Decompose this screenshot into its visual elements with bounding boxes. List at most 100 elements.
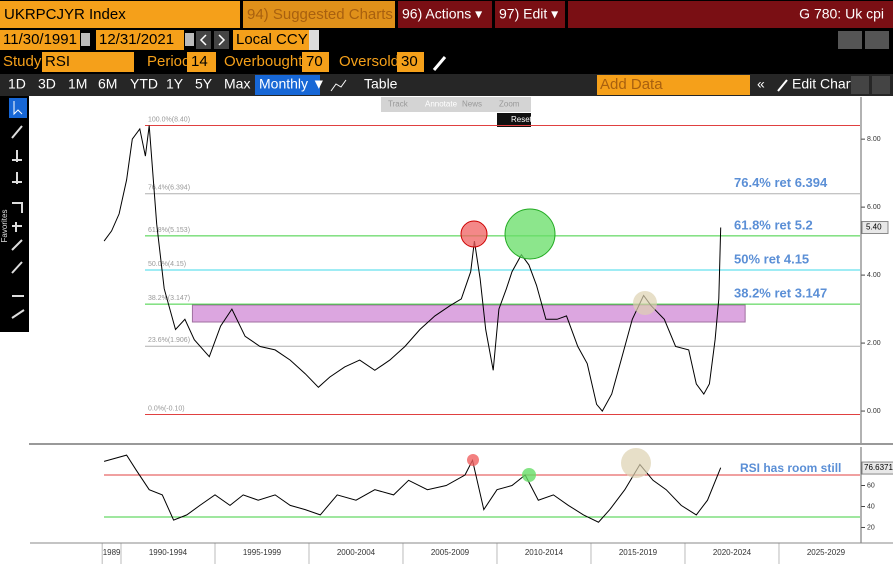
pencil-icon[interactable]: [432, 56, 447, 71]
currency-dropdown[interactable]: [309, 30, 319, 50]
tool-button[interactable]: News: [462, 100, 482, 109]
edit-icon: [777, 79, 788, 92]
last-value-box: [861, 461, 893, 475]
highlight-circle: [460, 220, 488, 248]
oversold-box[interactable]: [397, 52, 424, 72]
suggested-box[interactable]: [243, 1, 395, 28]
period-button[interactable]: YTD: [130, 76, 158, 92]
oversold: 30: [401, 53, 418, 70]
prev-icon: [199, 34, 207, 46]
calendar-icon[interactable]: [185, 33, 194, 46]
security-box[interactable]: [0, 1, 240, 28]
add-data-box[interactable]: [597, 75, 750, 95]
frequency-box[interactable]: [255, 75, 320, 95]
prev-button[interactable]: [196, 31, 211, 49]
calendar-icon[interactable]: [81, 33, 90, 46]
reset-box[interactable]: [497, 113, 531, 127]
tool-button[interactable]: Zoom: [499, 100, 520, 109]
period-button[interactable]: 6M: [98, 76, 117, 92]
start-date: 11/30/1991: [3, 31, 77, 48]
select-tool[interactable]: [9, 98, 27, 118]
reset: Reset: [511, 115, 533, 124]
oversold-label: Oversold: [339, 53, 399, 70]
grid-button[interactable]: [851, 76, 869, 94]
period-button[interactable]: 1M: [68, 76, 87, 92]
security: UKRPCJYR Index: [4, 6, 126, 23]
y-tick-label: 4.00: [867, 272, 881, 279]
end-date: 12/31/2021: [99, 31, 174, 48]
x-tick-label: 2000-2004: [337, 548, 376, 557]
edit-chart[interactable]: Edit Chart: [792, 76, 854, 92]
period: 14: [191, 53, 208, 70]
add-data: Add Data: [600, 76, 663, 93]
overbought-label: Overbought: [224, 53, 303, 70]
chart-area: [29, 96, 893, 564]
function: G 780: Uk cpi: [799, 6, 884, 22]
x-tick-label: 2025-2029: [807, 548, 846, 557]
left-blank: [0, 332, 29, 564]
overbought-box[interactable]: [302, 52, 329, 72]
end-date-box[interactable]: [96, 30, 184, 50]
plot: 0.00 2.00 4.00 6.00 8.00 100.0%(8.40) 76.4%(6.…: [30, 97, 893, 564]
period-box[interactable]: [187, 52, 216, 72]
fib-label: 61.8%(5.153): [148, 227, 190, 234]
x-tick-label: 2015-2019: [619, 548, 658, 557]
highlight-circle: [633, 291, 657, 315]
suggested: 94) Suggested Charts: [247, 6, 393, 23]
x-tick-label: 2010-2014: [525, 548, 564, 557]
favorites: Favorites: [0, 210, 9, 243]
fib-label: 38.2%(3.147): [148, 295, 190, 302]
period-label: Period: [147, 53, 190, 70]
fib-annotation: 50% ret 4.15: [734, 251, 809, 266]
tool-buttons: Track Annotate News Zoom: [388, 100, 520, 109]
table[interactable]: Table: [364, 76, 398, 92]
study-box[interactable]: [42, 52, 134, 72]
currency-box[interactable]: [233, 30, 309, 50]
last-value: 5.40: [866, 223, 882, 232]
rsi-annotation: RSI has room still: [740, 461, 841, 475]
collapse-icon[interactable]: «: [757, 76, 765, 92]
period-button[interactable]: 5Y: [195, 76, 213, 92]
edit-box[interactable]: [495, 1, 565, 28]
period-button[interactable]: Max: [224, 76, 250, 92]
y-tick-label: 0.00: [867, 408, 881, 415]
y-tick-label: 60: [867, 482, 875, 489]
last-value: 76.6371: [864, 463, 893, 472]
period-button[interactable]: 3D: [38, 76, 56, 92]
undo-button[interactable]: [838, 31, 862, 49]
period-button[interactable]: 1Y: [166, 76, 184, 92]
study-label: Study: [3, 53, 42, 70]
expand-button[interactable]: [872, 76, 890, 94]
fib-label: 50.0%(4.15): [148, 261, 186, 268]
chart-type-icon[interactable]: [330, 79, 347, 92]
fib-annotation: 76.4% ret 6.394: [734, 175, 828, 190]
tool-button[interactable]: Annotate: [425, 100, 458, 109]
y-tick-label: 8.00: [867, 136, 881, 143]
start-date-box[interactable]: [0, 30, 80, 50]
study-name: RSI: [45, 53, 70, 70]
tool-icons[interactable]: [11, 125, 25, 319]
currency: Local CCY: [236, 31, 308, 48]
y-tick-label: 20: [867, 524, 875, 531]
next-button[interactable]: [214, 31, 229, 49]
tool-button[interactable]: Track: [388, 100, 409, 109]
y-tick-label: 2.00: [867, 340, 881, 347]
actions-box[interactable]: [398, 1, 492, 28]
highlight-circle: [522, 468, 536, 482]
x-tick-label: 2020-2024: [713, 548, 752, 557]
y-tick-label: 6.00: [867, 204, 881, 211]
period-buttons: 1D 3D 1M 6M YTD 1Y 5Y Max: [8, 76, 250, 92]
last-value-box: [861, 221, 889, 235]
period-button[interactable]: 1D: [8, 76, 26, 92]
edit: 97) Edit ▾: [499, 6, 558, 22]
redo-button[interactable]: [865, 31, 889, 49]
x-tick-label: 1989: [103, 548, 121, 557]
fib-annotation: 38.2% ret 3.147: [734, 286, 827, 301]
fib-label: 0.0%(-0.10): [148, 405, 185, 412]
x-tick-label: 1995-1999: [243, 548, 282, 557]
y-tick-label: 40: [867, 503, 875, 510]
arrow-icon: [13, 101, 23, 116]
overbought: 70: [306, 53, 323, 70]
